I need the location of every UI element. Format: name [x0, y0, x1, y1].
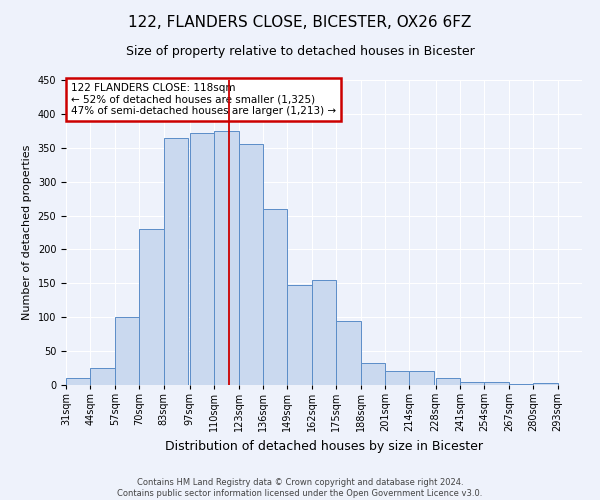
Text: 122 FLANDERS CLOSE: 118sqm
← 52% of detached houses are smaller (1,325)
47% of s: 122 FLANDERS CLOSE: 118sqm ← 52% of deta… — [71, 83, 336, 116]
Y-axis label: Number of detached properties: Number of detached properties — [22, 145, 32, 320]
Bar — [533, 383, 557, 385]
Bar — [91, 368, 115, 385]
Bar — [484, 382, 509, 385]
Bar — [164, 138, 188, 385]
Bar — [460, 382, 484, 385]
Bar — [409, 371, 434, 385]
Bar — [385, 371, 409, 385]
Bar — [214, 131, 239, 385]
Bar — [361, 362, 385, 385]
Text: Size of property relative to detached houses in Bicester: Size of property relative to detached ho… — [125, 45, 475, 58]
Bar — [263, 209, 287, 385]
Bar — [287, 286, 312, 385]
Bar — [139, 229, 164, 385]
Bar — [336, 320, 361, 385]
Bar — [436, 378, 460, 385]
X-axis label: Distribution of detached houses by size in Bicester: Distribution of detached houses by size … — [165, 440, 483, 452]
Bar — [115, 317, 139, 385]
Bar — [509, 384, 533, 385]
Text: Contains HM Land Registry data © Crown copyright and database right 2024.
Contai: Contains HM Land Registry data © Crown c… — [118, 478, 482, 498]
Bar — [190, 133, 214, 385]
Bar — [66, 378, 91, 385]
Bar — [312, 280, 336, 385]
Text: 122, FLANDERS CLOSE, BICESTER, OX26 6FZ: 122, FLANDERS CLOSE, BICESTER, OX26 6FZ — [128, 15, 472, 30]
Bar — [239, 144, 263, 385]
